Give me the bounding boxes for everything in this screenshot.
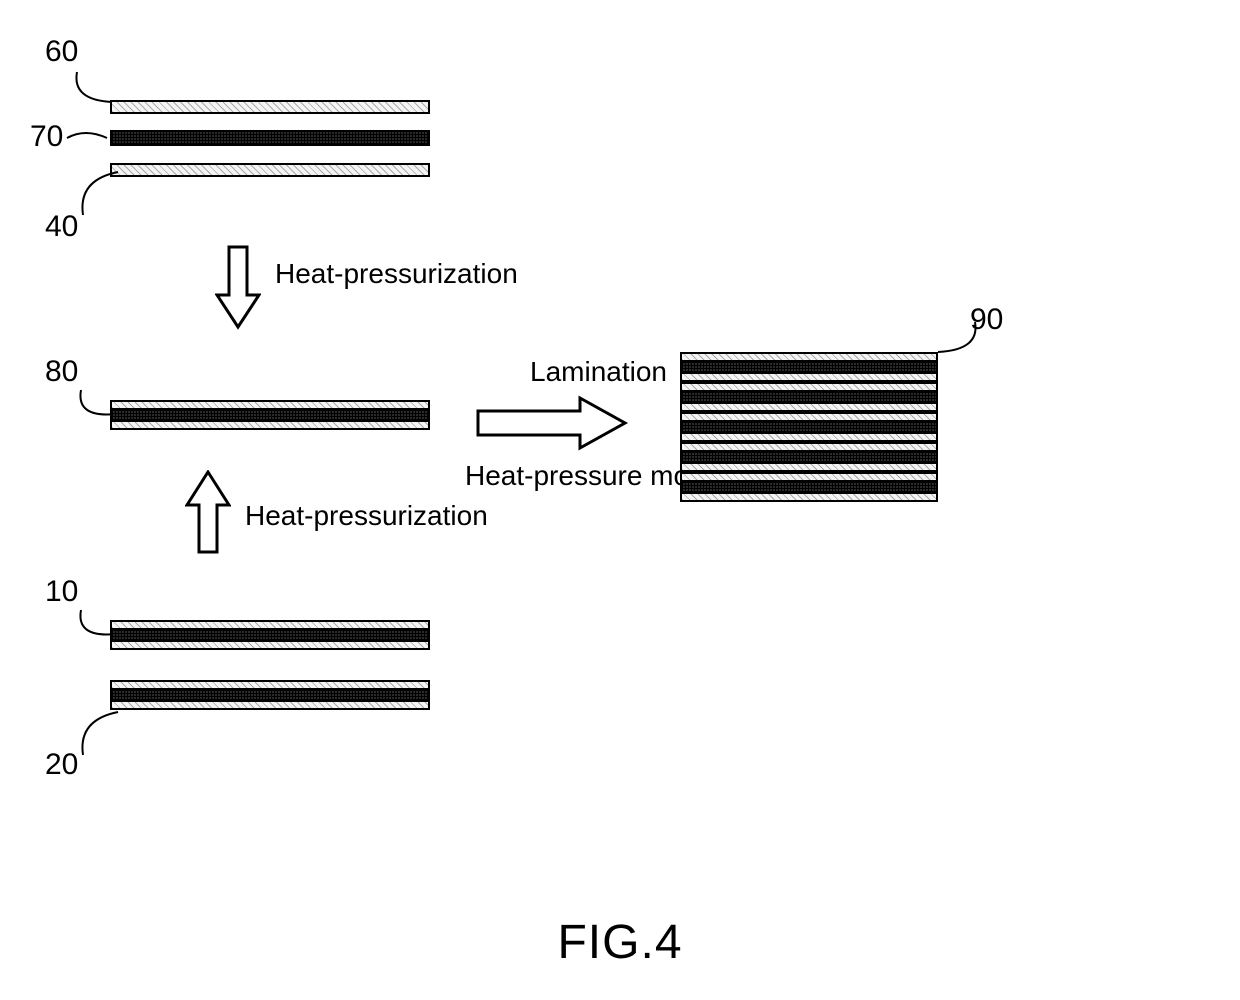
leader-90	[935, 320, 985, 365]
arrow-down-top	[215, 245, 261, 330]
label-heat-press-top: Heat-pressurization	[275, 258, 518, 290]
label-lamination: Lamination	[530, 356, 667, 388]
arrow-right	[475, 395, 630, 451]
leader-40	[78, 170, 128, 225]
callout-40: 40	[45, 210, 78, 244]
callout-70-text: 70	[30, 120, 63, 153]
layer-60	[110, 100, 430, 114]
leader-60	[72, 70, 122, 115]
layer-40	[110, 163, 430, 177]
callout-10: 10	[45, 575, 78, 609]
figure-title-text: FIG.4	[557, 916, 682, 969]
label-heat-press-top-text: Heat-pressurization	[275, 258, 518, 289]
callout-80-text: 80	[45, 355, 78, 388]
callout-80: 80	[45, 355, 78, 389]
final-stack-90	[680, 352, 938, 502]
arrow-up-bottom	[185, 470, 231, 555]
callout-20-text: 20	[45, 748, 78, 781]
callout-60-text: 60	[45, 35, 78, 68]
figure-title: FIG.4	[557, 915, 682, 970]
leader-70	[65, 128, 115, 153]
callout-60: 60	[45, 35, 78, 69]
label-heat-press-bottom-text: Heat-pressurization	[245, 500, 488, 531]
diagram-canvas: 60 70 40 Heat-pressurization 80	[0, 0, 1240, 1000]
callout-10-text: 10	[45, 575, 78, 608]
composite-10	[110, 620, 430, 650]
layer-70	[110, 130, 430, 146]
callout-40-text: 40	[45, 210, 78, 243]
composite-20	[110, 680, 430, 710]
leader-20	[78, 710, 128, 765]
callout-20: 20	[45, 748, 78, 782]
label-lamination-text: Lamination	[530, 356, 667, 387]
composite-80	[110, 400, 430, 430]
callout-70: 70	[30, 120, 63, 154]
label-heat-press-bottom: Heat-pressurization	[245, 500, 488, 532]
